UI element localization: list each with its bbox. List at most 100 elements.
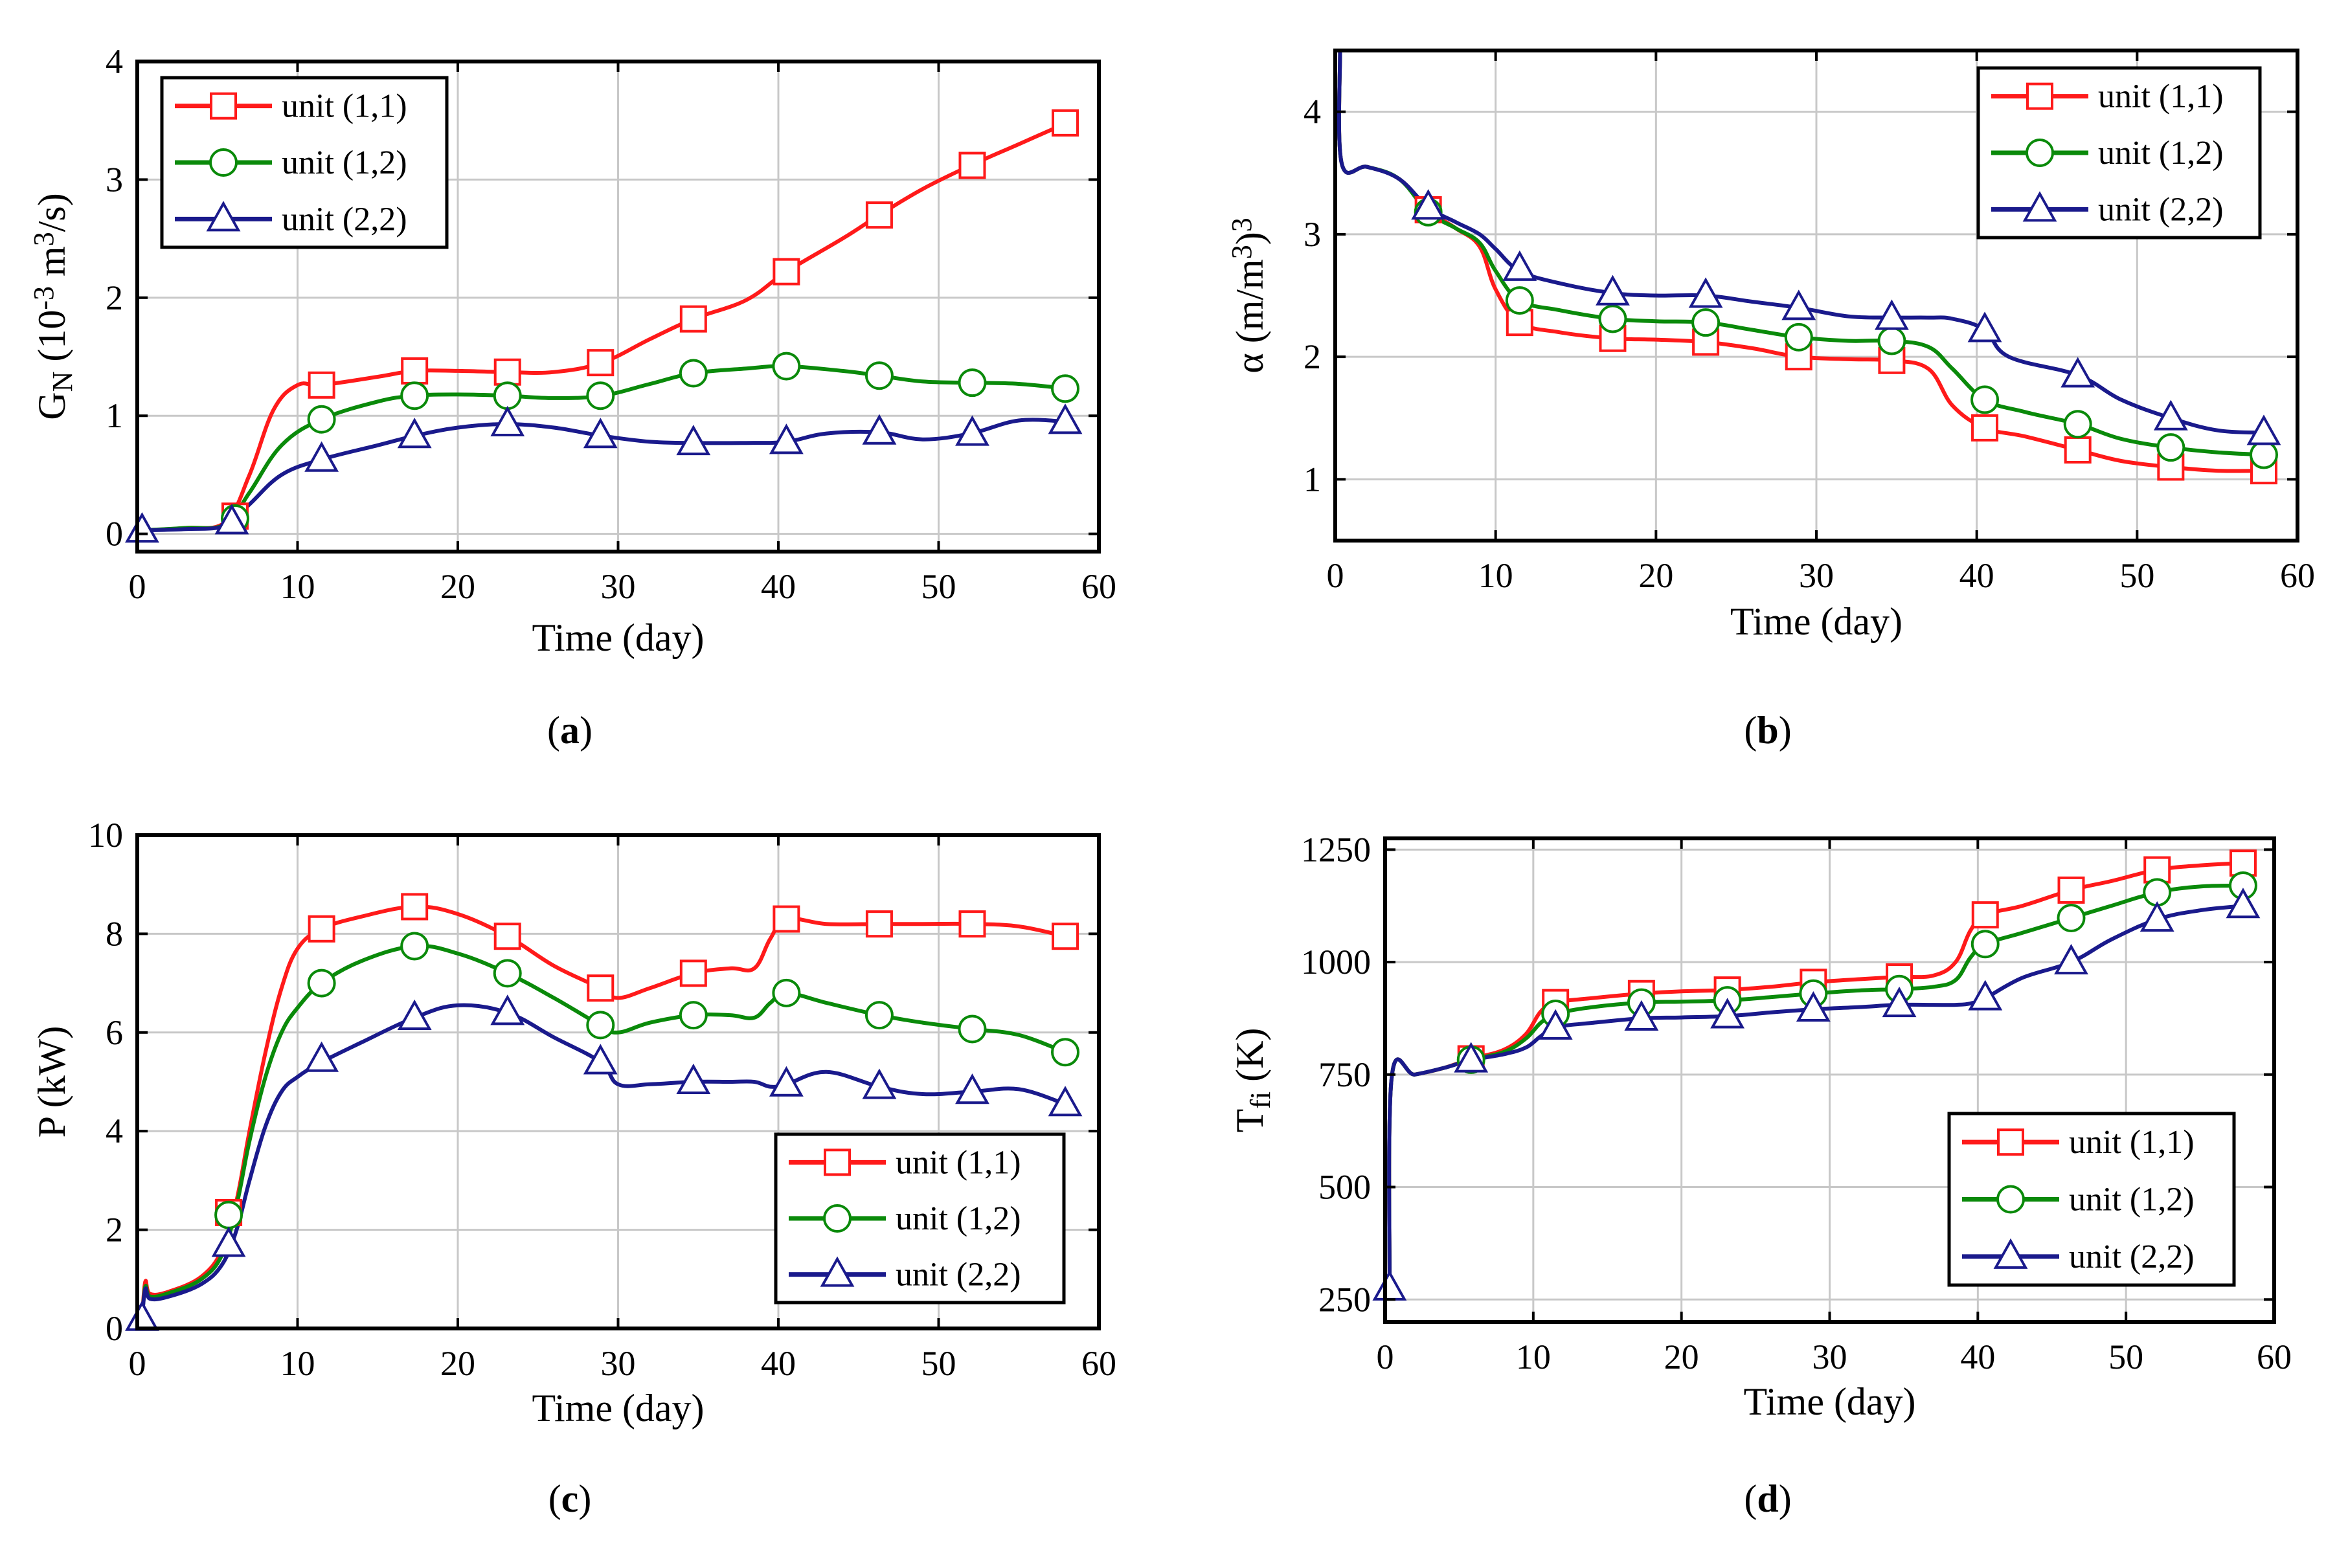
data-point (1970, 930, 2000, 959)
data-point (2246, 414, 2281, 445)
data-point (679, 359, 708, 388)
data-point (2060, 357, 2095, 388)
data-point (862, 414, 897, 445)
data-point (1051, 1038, 1080, 1067)
markers-d-0 (1457, 849, 2257, 1073)
data-point (401, 893, 429, 921)
series-line (140, 121, 1068, 533)
x-tick-label: 40 (1959, 556, 1994, 595)
caption-letter: a (560, 709, 580, 752)
caption-close: ) (1779, 1477, 1792, 1520)
y-tick-label: 250 (1318, 1280, 1371, 1319)
series-a-1 (140, 364, 1067, 533)
data-point (1882, 987, 1917, 1018)
y-tick-label: 3 (106, 160, 123, 199)
caption-close: ) (578, 1477, 591, 1520)
x-tick-label: 30 (1799, 556, 1834, 595)
y-label-rest1: (K) (1228, 1028, 1271, 1092)
x-tick-label: 50 (2119, 556, 2154, 595)
data-point (1874, 299, 1909, 330)
x-tick-label: 30 (601, 1344, 636, 1383)
data-point (773, 905, 800, 933)
data-point (586, 1011, 615, 1040)
data-point (769, 423, 804, 454)
data-point (583, 1044, 618, 1075)
series-line (1387, 904, 2244, 1291)
data-point (2063, 410, 2092, 439)
y-label-base: T (1228, 1109, 1271, 1133)
y-label-sup1: -3 (28, 286, 60, 310)
x-tick-label: 60 (2280, 556, 2315, 595)
y-tick-label: 0 (106, 1309, 123, 1348)
data-point (2139, 901, 2174, 932)
x-axis-label: Time (day) (532, 616, 704, 659)
y-tick-label: 6 (106, 1013, 123, 1052)
data-point (490, 405, 525, 436)
y-label-rest2: m (30, 246, 73, 286)
data-point (125, 512, 159, 543)
y-tick-label: 3 (1304, 215, 1321, 254)
legend-b: unit (1,1) unit (1,2) unit (2,2) (1976, 66, 2262, 240)
legend-marker (1996, 1185, 2025, 1214)
data-point (772, 352, 801, 381)
data-point (1048, 1086, 1083, 1117)
data-point (1781, 289, 1816, 320)
legend-label: unit (1,2) (896, 1200, 1021, 1237)
legend-marker (820, 1256, 855, 1287)
y-tick-label: 1 (1304, 460, 1321, 498)
x-tick-label: 40 (1960, 1338, 1995, 1376)
x-tick-label: 0 (1327, 556, 1344, 595)
legend-marker (823, 1204, 852, 1233)
data-point (679, 959, 707, 987)
caption-open: ( (547, 709, 560, 752)
data-point (1968, 980, 2003, 1011)
y-label-sup2: 3 (1226, 218, 1258, 232)
markers-c-1 (214, 932, 1080, 1229)
data-point (1454, 1042, 1489, 1073)
data-point (1970, 385, 2000, 414)
data-point (864, 361, 894, 390)
legend-label: unit (1,1) (2069, 1124, 2195, 1161)
caption-open: ( (548, 1477, 561, 1520)
x-tick-label: 30 (601, 567, 636, 606)
data-point (1596, 274, 1630, 306)
markers-b-2 (1411, 189, 2281, 445)
data-point (214, 504, 249, 535)
data-point (2054, 944, 2088, 975)
caption-letter: b (1757, 709, 1778, 752)
x-tick-label: 20 (440, 1344, 475, 1383)
data-point (1967, 311, 2002, 342)
data-point (2143, 856, 2171, 884)
y-tick-label: 500 (1318, 1168, 1371, 1207)
data-point (308, 371, 335, 399)
data-point (583, 418, 618, 449)
markers-a-2 (125, 403, 1083, 543)
data-point (493, 381, 522, 410)
legend-c: unit (1,1) unit (1,2) unit (2,2) (774, 1132, 1066, 1305)
legend-marker (1997, 1128, 2024, 1156)
y-label-rest1: /m (1228, 259, 1271, 300)
data-point (1877, 326, 1906, 355)
data-point (1710, 998, 1745, 1029)
data-point (587, 974, 615, 1002)
y-tick-label: 2 (106, 1211, 123, 1249)
legend-label: unit (2,2) (2098, 191, 2224, 228)
data-point (769, 1066, 804, 1097)
data-point (2064, 436, 2092, 464)
x-tick-label: 30 (1812, 1338, 1847, 1376)
caption-close: ) (1779, 709, 1792, 752)
markers-c-2 (125, 994, 1083, 1331)
legend-label: unit (2,2) (896, 1257, 1021, 1294)
data-point (955, 1073, 989, 1104)
x-tick-label: 10 (1478, 556, 1513, 595)
data-point (1971, 901, 1999, 929)
markers-a-1 (220, 352, 1080, 533)
y-tick-label: 10 (88, 816, 123, 855)
data-point (1052, 109, 1079, 137)
data-point (1796, 991, 1831, 1022)
panel-caption: (b) (1744, 709, 1791, 752)
y-label-sup1: 3 (1226, 245, 1258, 259)
y-axis-label: P (kW) (30, 1026, 73, 1138)
